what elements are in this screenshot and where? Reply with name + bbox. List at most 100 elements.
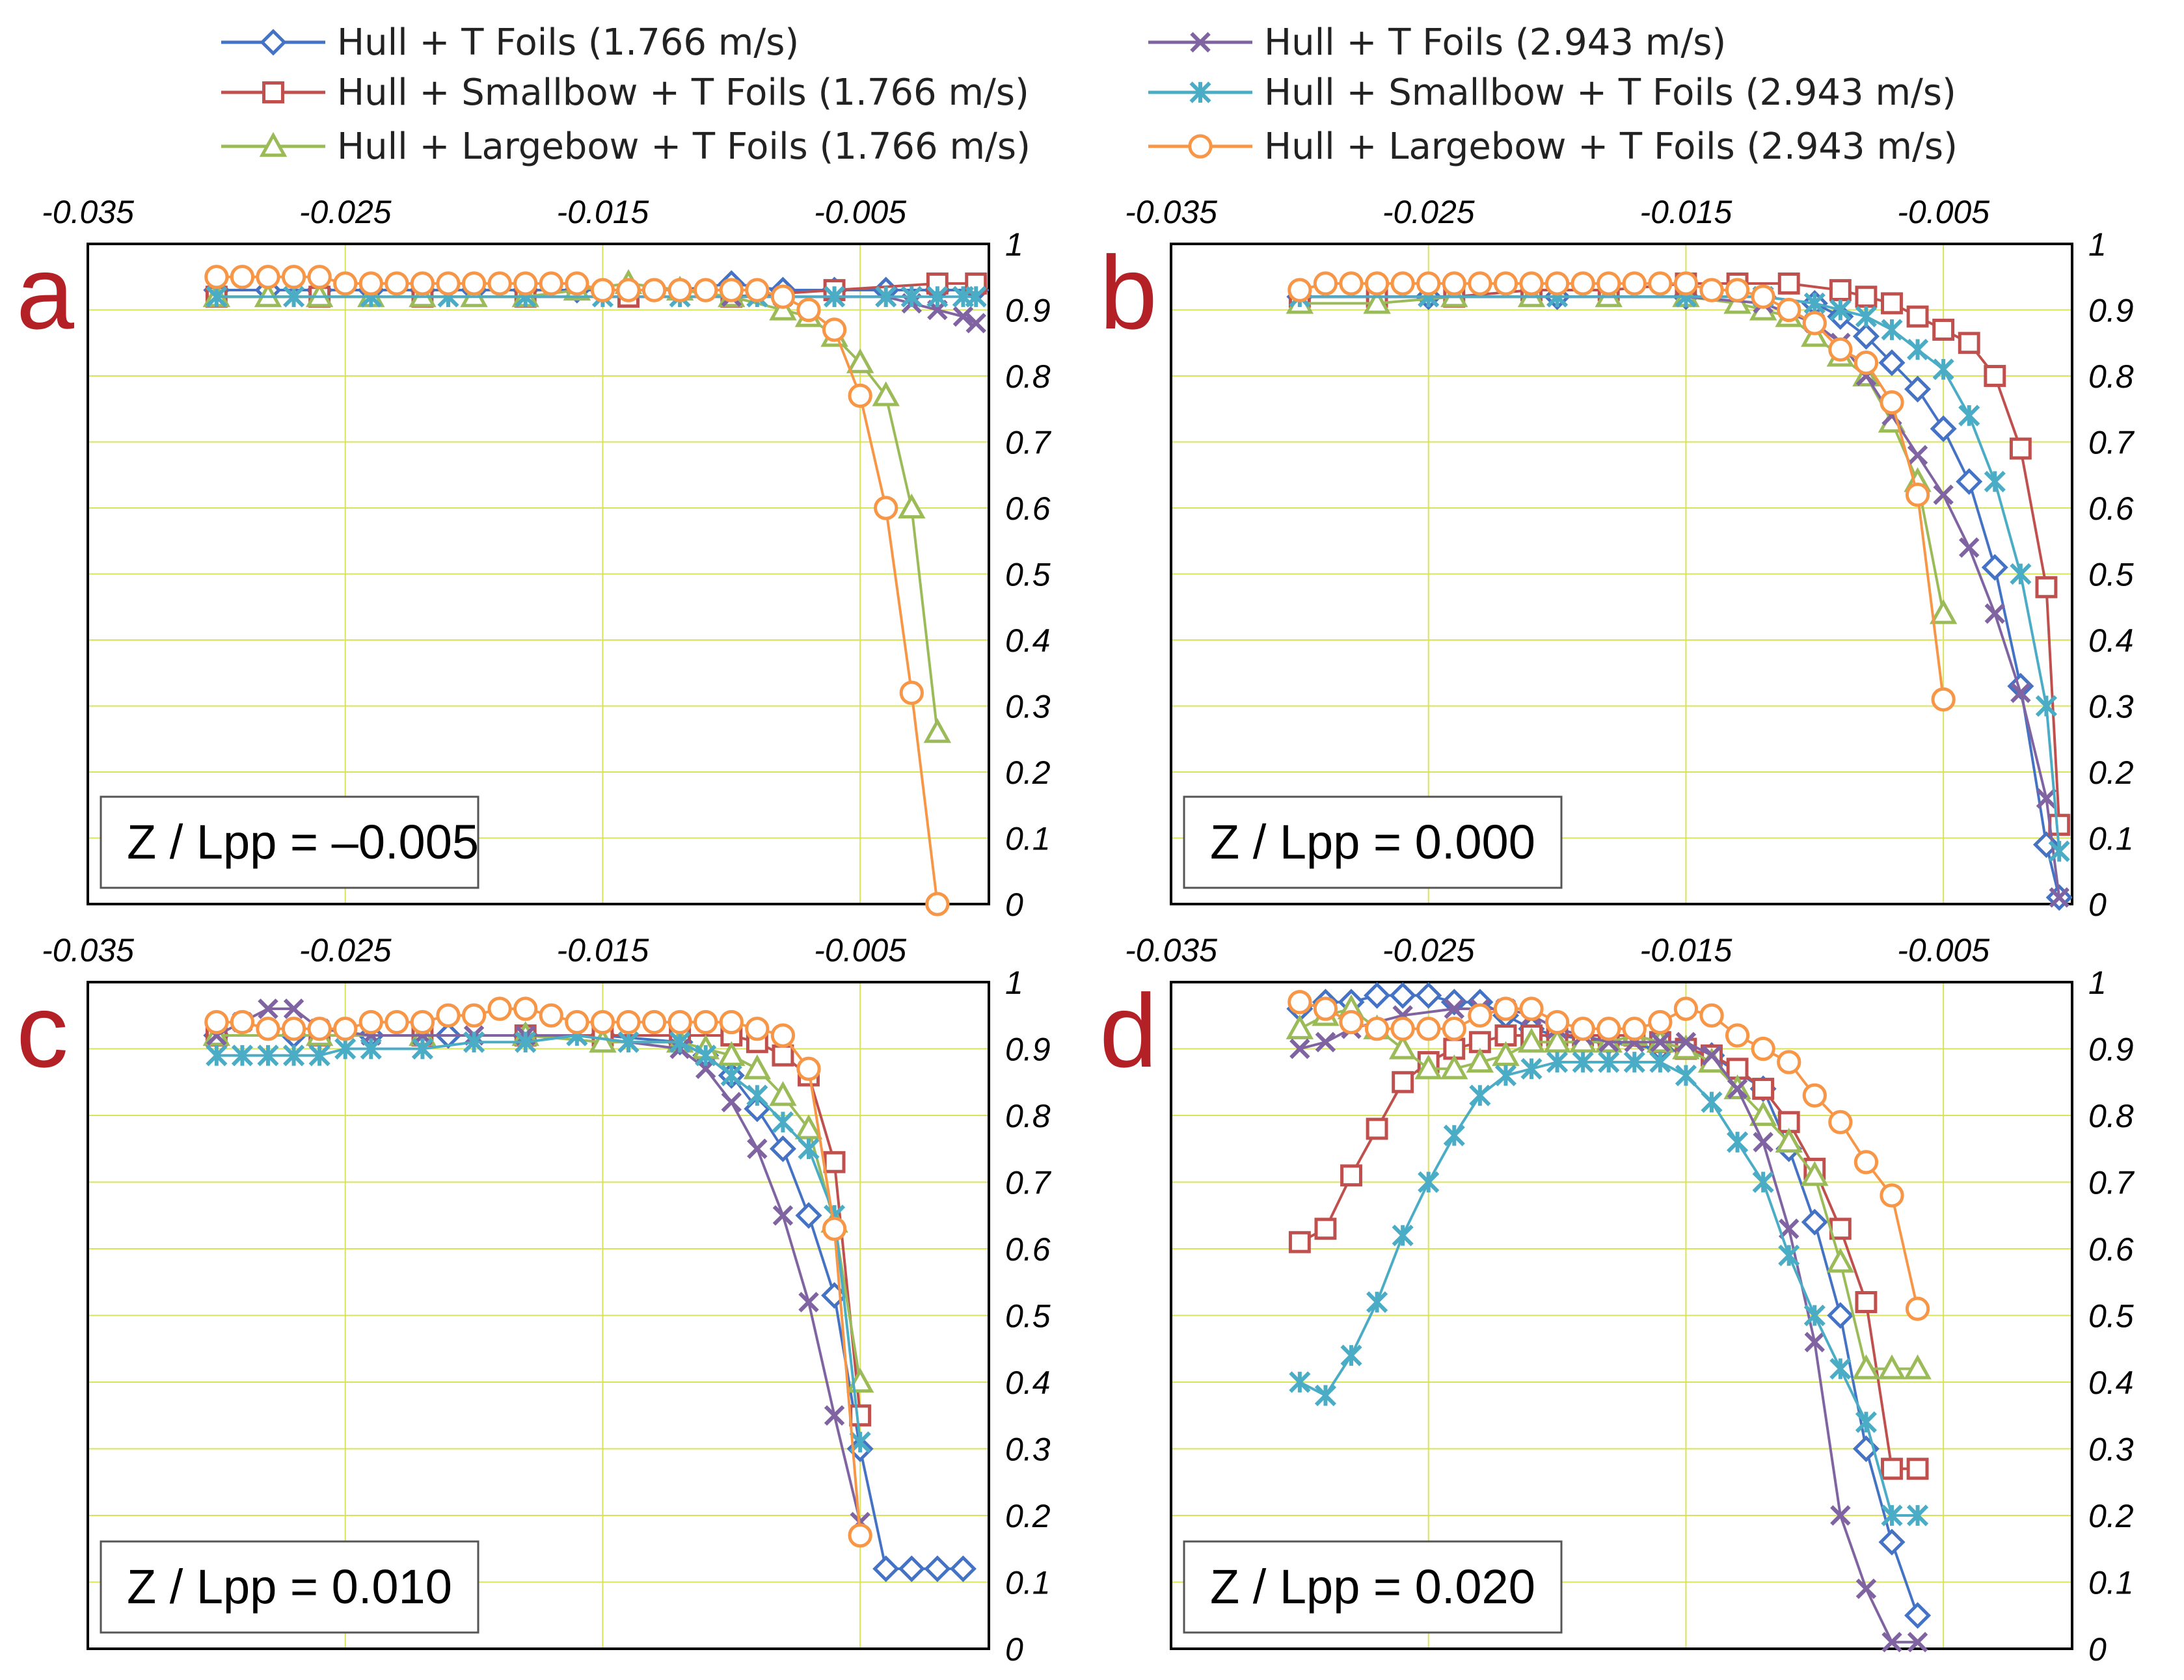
panel-letter: b bbox=[1099, 234, 1157, 351]
data-point bbox=[1727, 1078, 1748, 1099]
data-point bbox=[2049, 887, 2069, 908]
data-point bbox=[1929, 599, 1958, 624]
data-point bbox=[1442, 1017, 1466, 1041]
data-point bbox=[1904, 1354, 1932, 1380]
data-point bbox=[926, 286, 949, 308]
series-s6 bbox=[1287, 271, 1956, 712]
data-point bbox=[1854, 351, 1879, 375]
data-point bbox=[1442, 271, 1466, 296]
data-point bbox=[334, 1037, 357, 1060]
x-tick-label: -0.035 bbox=[1125, 194, 1217, 230]
data-point bbox=[513, 996, 538, 1021]
legend-label: Hull + T Foils (1.766 m/s) bbox=[337, 21, 799, 64]
data-point bbox=[1390, 271, 1415, 296]
data-point bbox=[1366, 1117, 1388, 1140]
data-point bbox=[718, 1041, 746, 1066]
legend-label: Hull + Largebow + T Foils (1.766 m/s) bbox=[337, 126, 1031, 168]
y-tick-label: 0.6 bbox=[1005, 1231, 1051, 1268]
legend-label: Hull + Smallbow + T Foils (2.943 m/s) bbox=[1264, 72, 1956, 114]
data-point bbox=[1803, 292, 1826, 314]
data-point bbox=[1493, 271, 1518, 296]
y-tick-label: 0.9 bbox=[2088, 1032, 2134, 1068]
data-point bbox=[1958, 537, 1980, 558]
data-point bbox=[1907, 445, 1928, 466]
data-point bbox=[1339, 1009, 1364, 1035]
data-point bbox=[745, 1017, 770, 1041]
legend-item-1: Hull + T Foils (1.766 m/s) bbox=[221, 21, 799, 64]
data-point bbox=[1701, 1091, 1723, 1113]
y-tick-label: 0.3 bbox=[2088, 689, 2134, 725]
data-point bbox=[822, 1216, 847, 1241]
data-point bbox=[1622, 271, 1647, 296]
legend-label: Hull + Smallbow + T Foils (1.766 m/s) bbox=[337, 72, 1029, 114]
x-tick-label: -0.025 bbox=[299, 932, 392, 968]
data-point bbox=[872, 1555, 900, 1582]
data-point bbox=[1958, 332, 1980, 354]
data-point bbox=[796, 1056, 821, 1081]
legend-label: Hull + T Foils (2.943 m/s) bbox=[1264, 21, 1726, 64]
panel-letter: a bbox=[16, 234, 74, 351]
data-point bbox=[616, 1009, 641, 1035]
data-point bbox=[1314, 1384, 1337, 1407]
data-point bbox=[513, 271, 538, 296]
panel-letter: d bbox=[1099, 972, 1157, 1089]
data-point bbox=[1752, 1078, 1775, 1100]
series-s6 bbox=[204, 996, 872, 1548]
y-tick-label: 0.2 bbox=[1005, 754, 1051, 791]
data-point bbox=[515, 1031, 537, 1053]
data-point bbox=[487, 271, 512, 296]
data-point bbox=[1366, 1291, 1388, 1313]
data-point bbox=[772, 1205, 794, 1226]
y-tick-label: 0.3 bbox=[2088, 1432, 2134, 1468]
data-point bbox=[1597, 271, 1621, 296]
data-point bbox=[281, 1017, 306, 1041]
data-point bbox=[2036, 788, 2057, 809]
data-point bbox=[965, 313, 986, 334]
data-point bbox=[848, 1523, 872, 1548]
data-point bbox=[1544, 1009, 1570, 1035]
x-tick-label: -0.035 bbox=[42, 194, 134, 230]
data-point bbox=[798, 1138, 820, 1160]
data-point bbox=[1389, 981, 1416, 1009]
data-point bbox=[1340, 1164, 1362, 1187]
data-point bbox=[1878, 349, 1906, 377]
data-point bbox=[1775, 1127, 1803, 1153]
data-point bbox=[667, 278, 692, 302]
data-point bbox=[1931, 687, 1956, 712]
data-point bbox=[258, 998, 278, 1019]
data-point bbox=[695, 1045, 717, 1067]
data-point bbox=[1313, 996, 1338, 1021]
data-point bbox=[641, 278, 667, 302]
data-point bbox=[1673, 996, 1699, 1021]
data-point bbox=[1493, 996, 1518, 1021]
legend-marker-diamond bbox=[260, 29, 287, 56]
y-tick-label: 0.1 bbox=[1005, 821, 1051, 857]
data-point bbox=[1725, 278, 1750, 302]
data-point bbox=[641, 1009, 667, 1035]
data-point bbox=[1288, 1231, 1311, 1253]
x-tick-label: -0.025 bbox=[1382, 932, 1475, 968]
data-point bbox=[796, 297, 821, 323]
y-tick-label: 0.4 bbox=[2088, 622, 2134, 659]
data-point bbox=[1699, 278, 1724, 302]
data-point bbox=[1801, 1208, 1828, 1236]
data-point bbox=[899, 680, 924, 705]
data-point bbox=[925, 892, 950, 916]
data-point bbox=[1855, 1579, 1877, 1599]
data-point bbox=[1854, 1150, 1879, 1175]
y-tick-label: 0.8 bbox=[1005, 358, 1051, 395]
data-point bbox=[798, 1292, 819, 1313]
data-point bbox=[256, 265, 280, 289]
x-tick-label: -0.035 bbox=[1125, 932, 1217, 968]
y-tick-label: 0.5 bbox=[2088, 1298, 2134, 1335]
data-point bbox=[1802, 311, 1827, 336]
data-point bbox=[823, 1151, 846, 1173]
x-tick-label: -0.025 bbox=[1382, 194, 1475, 230]
data-point bbox=[769, 1135, 796, 1162]
data-point bbox=[1416, 271, 1441, 296]
data-point bbox=[256, 1017, 280, 1041]
data-point bbox=[231, 1045, 254, 1067]
data-point bbox=[1364, 271, 1390, 296]
data-point bbox=[1519, 996, 1544, 1021]
data-point bbox=[1933, 484, 1954, 505]
